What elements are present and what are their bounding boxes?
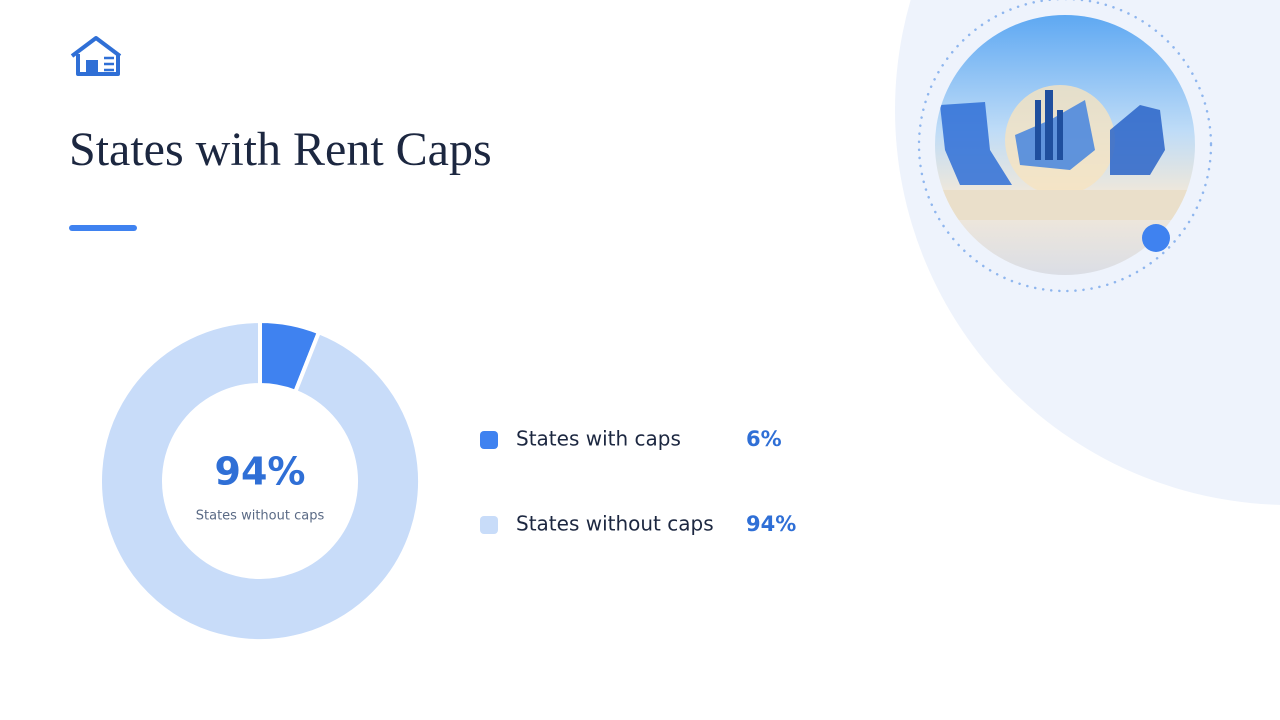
title: States with Rent Caps — [69, 123, 492, 176]
legend-swatch — [480, 431, 498, 449]
legend-swatch — [480, 516, 498, 534]
legend-label: States without caps — [516, 512, 714, 536]
logo-icon — [70, 36, 122, 76]
center-value: 94% — [215, 450, 306, 494]
legend-value: 6% — [746, 427, 782, 451]
legend-label: States with caps — [516, 427, 681, 451]
center-label: States without caps — [196, 509, 325, 524]
dotted-ring — [917, 0, 1213, 293]
title-underline — [69, 225, 137, 231]
donut-slice — [98, 318, 422, 643]
accent-dot — [1142, 224, 1170, 252]
legend-value: 94% — [746, 512, 796, 536]
